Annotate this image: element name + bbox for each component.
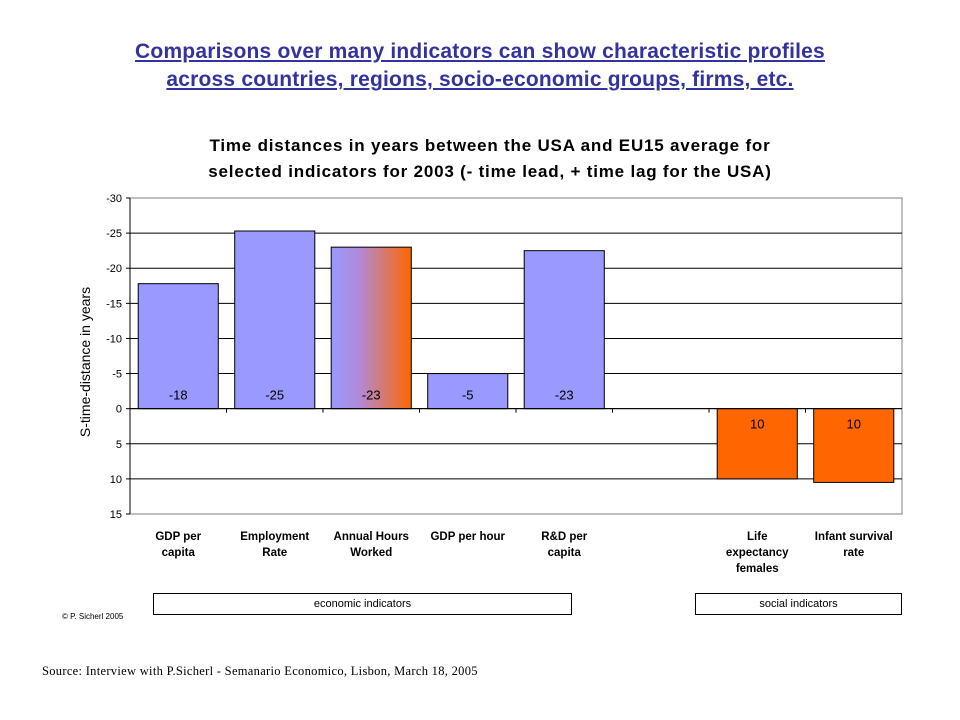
bar (427, 373, 509, 410)
slide-title-line-1: Comparisons over many indicators can sho… (135, 40, 825, 63)
y-tick-label: -20 (106, 263, 122, 275)
x-category-label: Annual Hours (334, 531, 409, 543)
economic-indicators-box: economic indicators (153, 593, 572, 615)
slide-title: Comparisons over many indicators can sho… (0, 38, 960, 94)
x-category-label: females (736, 563, 779, 575)
bar-data-label: -23 (362, 388, 381, 403)
bar-data-label: -25 (265, 388, 284, 403)
bars: -18 -25 -23 -5 -23 10 10 (137, 230, 895, 483)
y-tick-label: 15 (110, 509, 122, 521)
x-category-label: expectancy (726, 547, 789, 559)
economic-indicators-label: economic indicators (313, 598, 412, 610)
slide-title-line-2: across countries, regions, socio-economi… (166, 68, 794, 91)
bar-data-label: -5 (462, 388, 474, 403)
x-category-label: Employment (240, 531, 309, 543)
bar (716, 408, 798, 480)
x-category-label: GDP per hour (430, 531, 505, 543)
bar (523, 250, 605, 410)
y-axis-label: S-time-distance in years (77, 287, 93, 437)
x-category-label: capita (162, 547, 196, 559)
x-category-label: R&D per (541, 531, 588, 543)
y-tick-label: -10 (106, 333, 122, 345)
source-note: Source: Interview with P.Sicherl - Seman… (42, 664, 478, 678)
bar-data-label: -23 (555, 388, 574, 403)
social-indicators-box: social indicators (695, 593, 902, 615)
x-category-label: GDP per (155, 531, 201, 543)
bar (330, 246, 412, 410)
x-category-label: Infant survival (815, 531, 893, 543)
axes: -30 -25 -20 -15 -10 -5 0 5 10 15 GDP per capita Empl… (106, 193, 902, 575)
chart-title-line-2: selected indicators for 2003 (- time lea… (208, 162, 772, 181)
bar-data-label: 10 (847, 417, 861, 432)
bar (137, 283, 219, 410)
social-indicators-label: social indicators (759, 598, 838, 610)
x-category-label: rate (843, 547, 864, 559)
y-tick-label: 0 (116, 404, 122, 416)
bar-data-label: -18 (169, 388, 188, 403)
x-category-label: Worked (350, 547, 392, 559)
chart-title-line-1: Time distances in years between the USA … (209, 136, 771, 155)
y-tick-label: -30 (106, 193, 122, 205)
y-tick-label: -5 (112, 369, 122, 381)
x-category-label: Rate (262, 547, 287, 559)
y-tick-label: 10 (110, 474, 122, 486)
bar (813, 408, 895, 483)
bar-data-label: 10 (750, 417, 764, 432)
y-tick-label: -15 (106, 298, 122, 310)
y-tick-label: -25 (106, 228, 122, 240)
x-category-label: Life (747, 531, 767, 543)
chart-title: Time distances in years between the USA … (120, 133, 860, 185)
copyright-notice: © P. Sicherl 2005 (62, 612, 124, 621)
x-category-label: capita (548, 547, 582, 559)
y-tick-label: 5 (116, 439, 122, 451)
bar (234, 230, 316, 410)
